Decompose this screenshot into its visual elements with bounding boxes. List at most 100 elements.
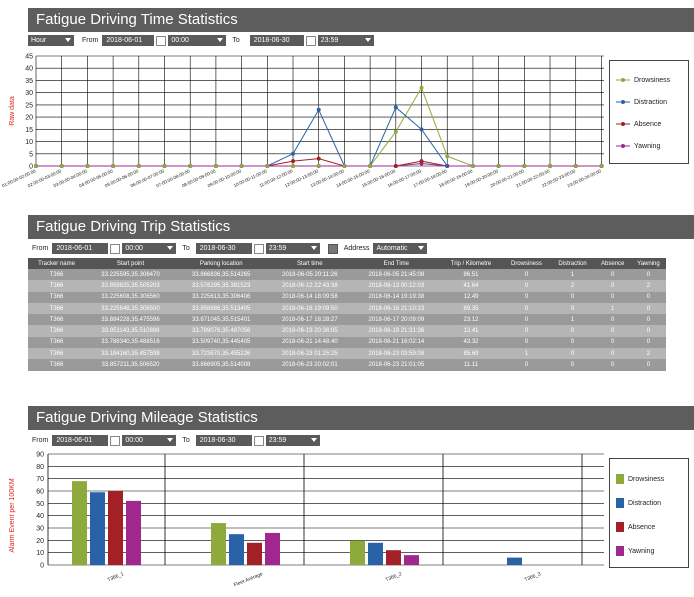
x-tick-label: T366_3	[524, 571, 542, 583]
legend-item-yawning: Yawning	[610, 135, 688, 157]
from-time-select[interactable]: 00:00	[168, 35, 227, 46]
from-time-select[interactable]: 00:00	[122, 435, 177, 446]
data-point-drowsiness	[188, 164, 193, 168]
legend-item-drowsiness: Drowsiness	[610, 69, 688, 91]
data-point-drowsiness	[522, 164, 527, 168]
data-point-drowsiness	[445, 154, 450, 159]
trip-stats-section: Fatigue Driving Trip Statistics From 201…	[28, 215, 694, 371]
column-header[interactable]: Drowsiness	[502, 258, 551, 269]
from-date-input[interactable]: 2018-06-01	[52, 435, 109, 446]
table-cell: 89.35	[439, 302, 503, 315]
table-cell: 33.225595,35.306470	[85, 269, 176, 281]
y-tick-label: 90	[36, 452, 44, 459]
data-point-distraction	[316, 107, 321, 112]
table-row[interactable]: T366 33.859825,35.505203 33.576295,35.3815…	[28, 280, 666, 292]
address-checkbox[interactable]	[327, 243, 338, 254]
table-cell: 33.789076,35.487056	[175, 325, 267, 337]
y-tick-label: 80	[36, 464, 44, 471]
table-cell: T366	[28, 302, 86, 315]
column-header[interactable]: Trip / Kilometre	[439, 258, 503, 269]
table-cell: 33.858986,35.513405	[175, 302, 267, 315]
column-header[interactable]: Parking location	[175, 258, 267, 269]
column-header[interactable]: Start point	[85, 258, 176, 269]
calendar-icon[interactable]	[156, 35, 167, 46]
table-cell: 0	[594, 348, 631, 360]
table-cell: 2018-06-05 20:11:26	[266, 269, 354, 281]
table-cell: T366	[28, 314, 86, 326]
table-cell: 0	[630, 325, 666, 337]
table-cell: 2018-06-17 20:09:09	[353, 314, 440, 326]
from-date-input[interactable]: 2018-06-01	[102, 35, 155, 46]
bar-drowsiness	[72, 481, 87, 565]
calendar-icon[interactable]	[253, 243, 264, 254]
column-header[interactable]: Absence	[594, 258, 631, 269]
column-header[interactable]: Yawning	[630, 258, 666, 269]
data-point-absence	[291, 159, 296, 164]
table-cell: 0	[550, 336, 595, 349]
mileage-stats-title: Fatigue Driving Mileage Statistics	[28, 406, 694, 430]
calendar-icon[interactable]	[305, 35, 316, 46]
to-time-select[interactable]: 23:59	[265, 243, 320, 254]
from-date-input[interactable]: 2018-06-01	[52, 243, 109, 254]
chevron-down-icon	[310, 438, 317, 442]
to-time-select[interactable]: 23:59	[265, 435, 320, 446]
column-header[interactable]: End Time	[353, 258, 440, 269]
table-row[interactable]: T366 33.184160,35.457598 33.723670,35.4552…	[28, 348, 666, 360]
y-tick-label: 0	[40, 563, 44, 570]
from-time-select[interactable]: 00:00	[122, 243, 177, 254]
y-tick-label: 40	[36, 513, 44, 520]
legend-label: Yawning	[628, 547, 655, 555]
legend-item-absence: Absence	[610, 515, 688, 539]
table-cell: 33.871045,35.515401	[175, 314, 267, 326]
data-point-drowsiness	[470, 164, 475, 168]
legend-label: Drowsiness	[634, 76, 671, 84]
table-cell: T366	[28, 348, 86, 360]
to-time-select[interactable]: 23:59	[317, 35, 374, 46]
data-point-drowsiness	[419, 85, 424, 90]
table-row[interactable]: T366 33.884228,35.475596 33.871045,35.5154…	[28, 314, 666, 326]
bar-absence	[108, 491, 123, 565]
data-point-drowsiness	[213, 164, 218, 168]
table-cell: 11.11	[439, 359, 503, 371]
data-point-absence	[393, 164, 398, 168]
data-point-drowsiness	[368, 164, 373, 168]
to-date-input[interactable]: 2018-06-30	[195, 243, 252, 254]
table-cell: 33.857211,35.506520	[85, 359, 176, 371]
time-stats-controls: Hour From 2018-06-01 00:00 To 2018-06-30…	[28, 34, 694, 47]
table-row[interactable]: T366 33.788340,35.488516 33.509740,35.4454…	[28, 336, 666, 349]
address-mode-select[interactable]: Automatic	[373, 243, 428, 254]
y-tick-label: 40	[25, 66, 33, 73]
chevron-down-icon	[167, 246, 174, 250]
table-row[interactable]: T366 33.857211,35.506520 33.866905,35.5140…	[28, 359, 666, 371]
data-point-drowsiness	[496, 164, 501, 168]
calendar-icon[interactable]	[253, 435, 264, 446]
column-header[interactable]: Tracker name	[28, 258, 86, 269]
table-row[interactable]: T366 33.851143,35.510898 33.789076,35.4870…	[28, 325, 666, 337]
column-header[interactable]: Distraction	[550, 258, 595, 269]
to-date-input[interactable]: 2018-06-30	[249, 35, 304, 46]
to-date-input[interactable]: 2018-06-30	[195, 435, 252, 446]
y-tick-label: 25	[25, 102, 33, 109]
table-header-row: Tracker name Start point Parking location S…	[28, 258, 666, 269]
time-stats-section: Fatigue Driving Time Statistics Hour Fro…	[28, 8, 694, 47]
legend-label: Distraction	[628, 499, 662, 507]
data-point-drowsiness	[548, 164, 553, 168]
y-axis-label: Alarm Event per 100KM	[9, 478, 16, 552]
y-tick-label: 45	[25, 54, 33, 61]
time-chart-legend: Drowsiness Distraction Absence Yawning	[609, 60, 689, 164]
data-point-drowsiness	[85, 164, 90, 168]
table-cell: 2018-06-05 21:45:08	[353, 269, 440, 281]
table-cell: 85.69	[439, 348, 503, 360]
table-cell: 1	[550, 269, 595, 281]
interval-select[interactable]: Hour	[28, 35, 74, 46]
table-row[interactable]: T366 33.225648,35.306500 33.858986,35.5134…	[28, 302, 666, 315]
table-row[interactable]: T366 33.225608,35.306560 33.225613,35.3064…	[28, 291, 666, 303]
calendar-icon[interactable]	[110, 435, 121, 446]
legend-label: Absence	[628, 523, 656, 531]
column-header[interactable]: Start time	[266, 258, 354, 269]
from-time-value: 00:00	[171, 37, 189, 44]
table-cell: 2018-06-23 03:59:08	[353, 348, 440, 360]
legend-label: Yawning	[634, 142, 661, 150]
calendar-icon[interactable]	[110, 243, 121, 254]
table-row[interactable]: T366 33.225595,35.306470 33.866836,35.5142…	[28, 269, 666, 281]
